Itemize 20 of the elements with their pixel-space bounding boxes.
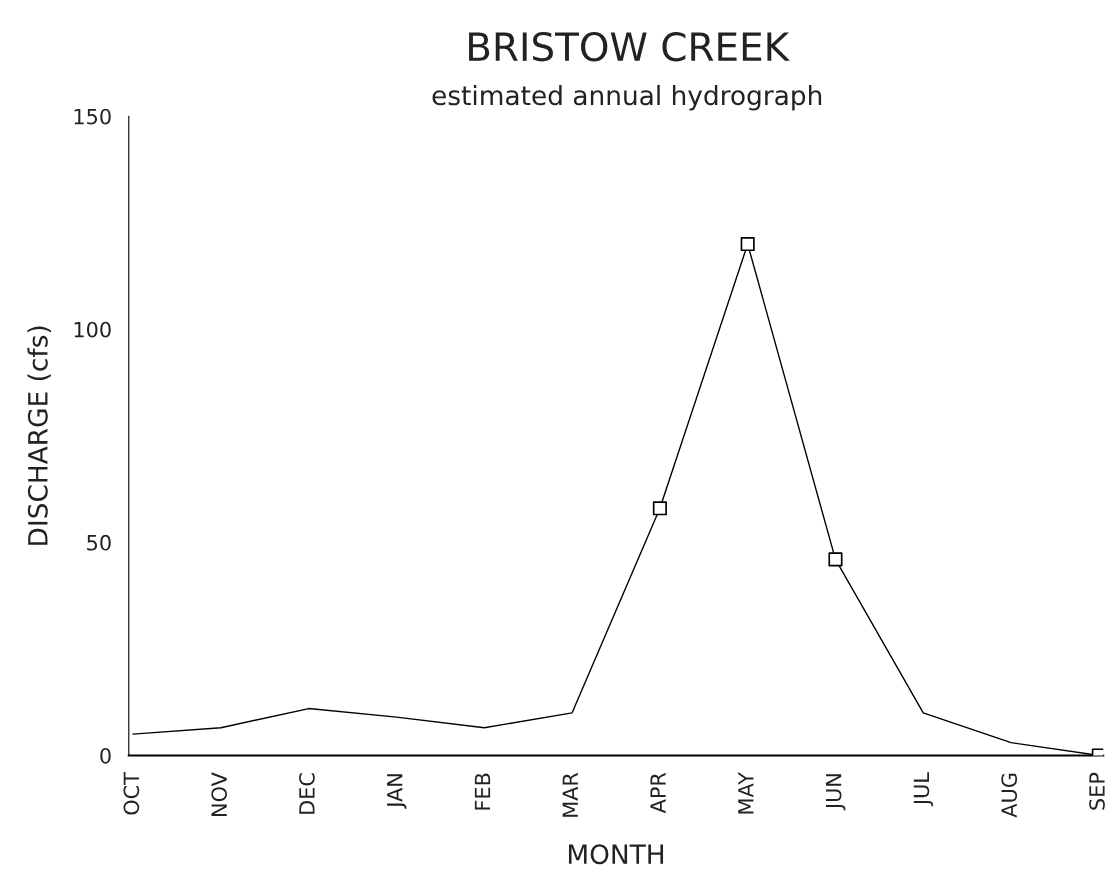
y-axis-title: DISCHARGE (cfs) xyxy=(27,326,51,545)
x-tick-label: DEC xyxy=(299,773,315,814)
x-tick-label: APR xyxy=(650,772,666,814)
x-tick-label: MAY xyxy=(738,772,754,814)
chart-title: BRISTOW CREEK xyxy=(469,31,790,62)
y-tick-label: 50 xyxy=(87,534,111,551)
y-tick-label: 150 xyxy=(74,108,111,125)
x-axis-title: MONTH xyxy=(568,844,664,865)
y-tick-label: 0 xyxy=(100,747,111,764)
x-tick-label: OCT xyxy=(123,772,140,815)
x-tick-label: JUN xyxy=(826,774,846,811)
x-tick-label: NOV xyxy=(211,772,228,816)
x-tick-label: AUG xyxy=(1001,773,1018,818)
x-tick-label: FEB xyxy=(474,773,491,810)
x-tick-label: JUL xyxy=(913,772,934,807)
chart-subtitle: estimated annual hydrograph xyxy=(432,84,822,111)
x-tick-label: SEP xyxy=(1089,772,1105,810)
x-tick-label: JAN xyxy=(387,774,407,809)
y-tick-label: 100 xyxy=(74,321,111,338)
x-tick-label: MAR xyxy=(562,772,578,817)
